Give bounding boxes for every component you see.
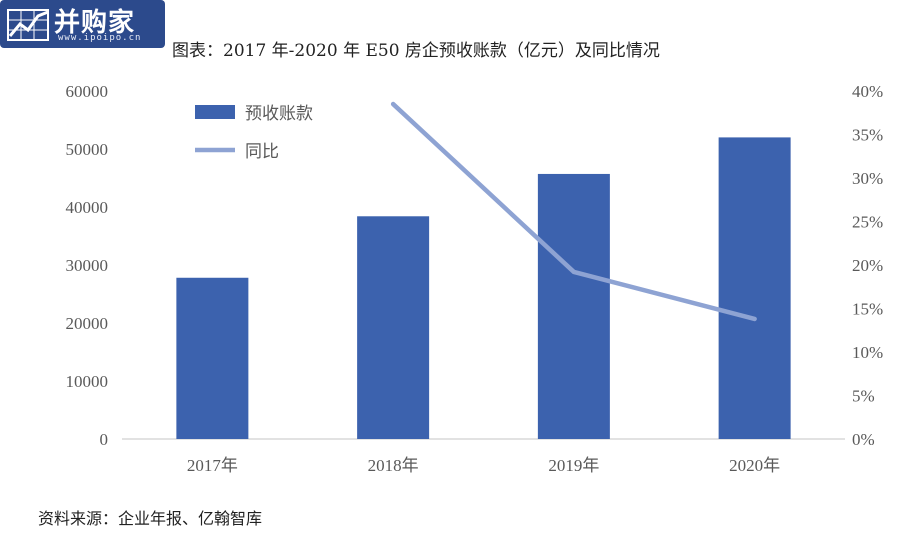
logo-url: www.ipoipo.cn xyxy=(58,33,142,43)
legend-swatch-bar xyxy=(195,105,235,119)
logo-name: 并购家 xyxy=(54,8,136,38)
y-left-tick-label: 0 xyxy=(100,430,109,449)
legend-label-bar: 预收账款 xyxy=(245,104,313,124)
x-tick-label: 2019年 xyxy=(548,456,599,475)
source-note: 资料来源：企业年报、亿翰智库 xyxy=(38,509,263,528)
y-right-tick-label: 35% xyxy=(852,126,883,145)
legend-label-line: 同比 xyxy=(245,142,279,162)
chart-logo-icon xyxy=(7,9,49,41)
y-right-tick-label: 0% xyxy=(852,430,875,449)
y-left-tick-label: 30000 xyxy=(66,256,109,275)
y-right-tick-label: 10% xyxy=(852,343,883,362)
brand-logo: 并购家 www.ipoipo.cn xyxy=(0,0,165,48)
bar-2017年 xyxy=(176,277,249,439)
y-right-tick-label: 5% xyxy=(852,387,875,406)
x-tick-label: 2018年 xyxy=(368,456,419,475)
y-left-tick-label: 10000 xyxy=(66,372,109,391)
y-left-tick-label: 20000 xyxy=(66,314,109,333)
y-left-tick-label: 40000 xyxy=(66,198,109,217)
series-line-同比 xyxy=(390,101,757,322)
bar-2019年 xyxy=(537,173,610,439)
y-right-tick-label: 30% xyxy=(852,169,883,188)
x-tick-label: 2017年 xyxy=(187,456,238,475)
bar-2020年 xyxy=(718,137,791,439)
chart-title: 图表：2017 年-2020 年 E50 房企预收账款（亿元）及同比情况 xyxy=(172,41,660,61)
y-right-tick-label: 40% xyxy=(852,82,883,101)
y-left-tick-label: 60000 xyxy=(66,82,109,101)
y-right-tick-label: 25% xyxy=(852,213,883,232)
y-right-tick-label: 15% xyxy=(852,300,883,319)
y-left-tick-label: 50000 xyxy=(66,140,109,159)
x-tick-label: 2020年 xyxy=(729,456,780,475)
y-right-tick-label: 20% xyxy=(852,256,883,275)
bar-2018年 xyxy=(357,216,430,439)
